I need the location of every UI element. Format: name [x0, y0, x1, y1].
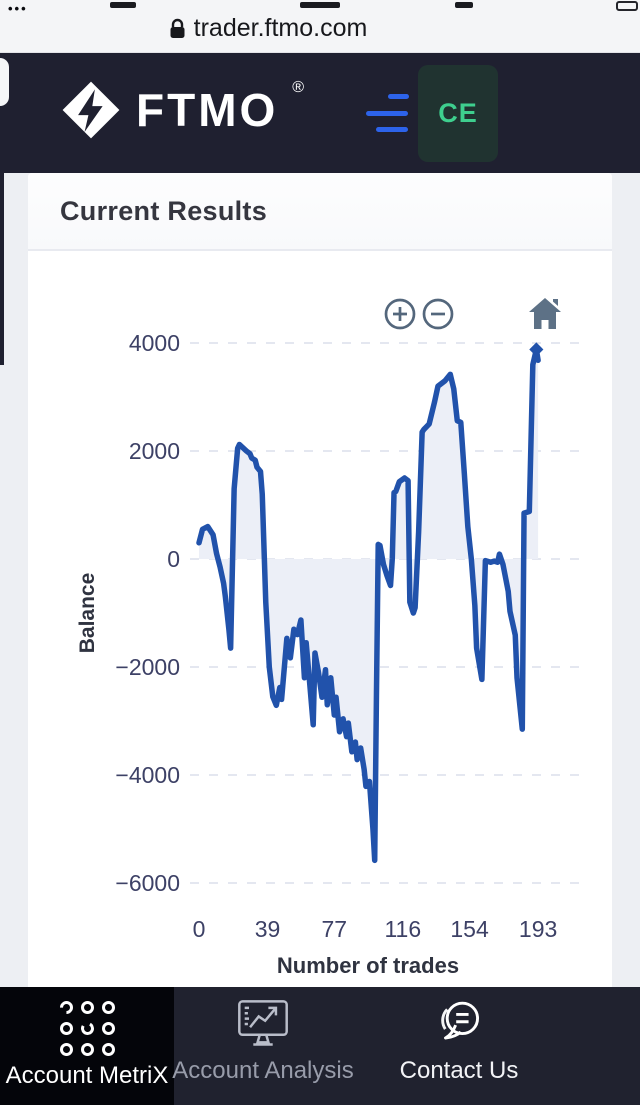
chart-gridlines	[190, 342, 588, 884]
browser-url-bar[interactable]: ••• trader.ftmo.com	[0, 0, 640, 53]
brand-name: FTMO	[136, 84, 279, 136]
chat-bubble-icon	[441, 1001, 480, 1040]
svg-text:4000: 4000	[129, 330, 180, 356]
left-edge-strip	[0, 173, 4, 365]
svg-text:39: 39	[255, 916, 281, 942]
balance-chart[interactable]: 4000 2000 0 −2000 −4000 −6000 0 39 77 116 154 193 Ba…	[28, 251, 612, 985]
status-artifact	[300, 2, 340, 8]
chart-svg[interactable]: 4000 2000 0 −2000 −4000 −6000 0 39 77 116 154 193 Ba…	[28, 251, 612, 985]
ftmo-logo[interactable]: FTMO ®	[60, 77, 304, 143]
svg-text:Number of trades: Number of trades	[277, 953, 459, 978]
nav-item-account-metrix[interactable]: Account MetriX	[0, 987, 174, 1105]
monitor-chart-icon	[238, 1000, 288, 1046]
metrix-dots-icon	[56, 998, 115, 1056]
plus-icon	[393, 307, 407, 321]
svg-text:193: 193	[519, 916, 557, 942]
card-header: Current Results	[28, 173, 612, 251]
account-badge-button[interactable]: CE	[418, 65, 498, 162]
signal-dots-icon: •••	[8, 1, 28, 16]
page-edge-sliver	[0, 58, 9, 106]
nav-spacer	[566, 987, 640, 1105]
home-icon	[529, 298, 561, 329]
status-artifact	[110, 2, 136, 8]
reset-zoom-home-button[interactable]	[529, 298, 561, 329]
chart-axis-labels: 4000 2000 0 −2000 −4000 −6000 0 39 77 116 154 193 Ba…	[76, 330, 557, 978]
nav-label: Account Analysis	[172, 1057, 354, 1084]
bottom-navigation: Account MetriX Account Analysis Contact	[0, 987, 640, 1105]
svg-text:2000: 2000	[129, 438, 180, 464]
menu-icon	[366, 111, 408, 116]
page-title: Current Results	[60, 195, 268, 226]
status-artifact	[455, 2, 473, 8]
nav-item-account-analysis[interactable]: Account Analysis	[172, 987, 354, 1105]
menu-icon	[388, 94, 409, 99]
zoom-out-button[interactable]	[422, 298, 454, 330]
svg-text:−4000: −4000	[115, 762, 180, 788]
app-header: FTMO ® CE	[0, 53, 640, 173]
svg-text:Balance: Balance	[76, 573, 99, 654]
ftmo-diamond-icon	[62, 81, 120, 139]
nav-label: Contact Us	[399, 1057, 519, 1084]
svg-text:116: 116	[384, 916, 421, 942]
svg-text:154: 154	[450, 916, 489, 942]
nav-item-contact-us[interactable]: Contact Us	[352, 987, 566, 1105]
current-results-card: Current Results 4000 2000 0 −2000 −4000 −6000…	[28, 173, 612, 987]
svg-text:−6000: −6000	[115, 870, 180, 896]
menu-icon	[376, 127, 408, 132]
lock-icon	[170, 18, 185, 38]
zoom-in-button[interactable]	[384, 298, 416, 330]
battery-icon	[616, 1, 638, 11]
svg-text:0: 0	[167, 546, 180, 572]
nav-label: Account MetriX	[5, 1062, 169, 1089]
svg-text:0: 0	[193, 916, 206, 942]
balance-line-series	[196, 342, 544, 864]
status-bar: •••	[0, 0, 640, 16]
svg-text:−2000: −2000	[115, 654, 180, 680]
svg-text:77: 77	[321, 916, 347, 942]
registered-mark: ®	[292, 79, 305, 96]
menu-button[interactable]	[360, 83, 416, 139]
account-badge-label: CE	[438, 98, 478, 128]
chart-area-fill	[199, 349, 539, 861]
home-icon	[553, 299, 558, 306]
url-text: trader.ftmo.com	[193, 14, 368, 42]
